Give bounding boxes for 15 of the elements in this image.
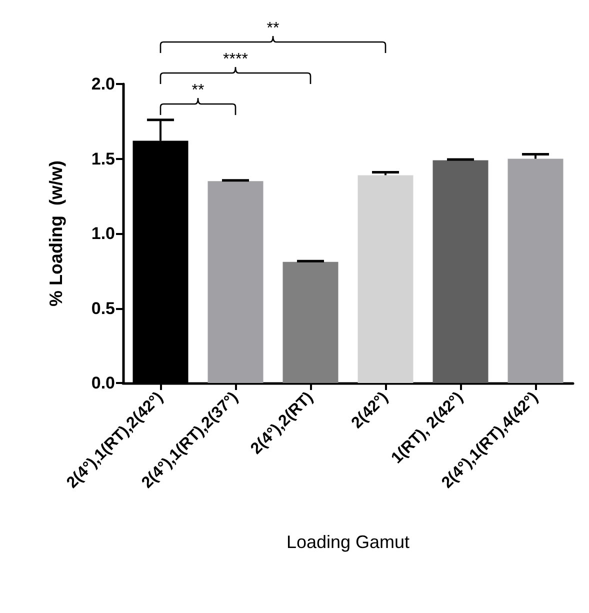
bar <box>508 158 564 383</box>
bar <box>432 160 488 383</box>
y-tick-label: 0.5 <box>91 298 115 318</box>
bar <box>358 175 414 383</box>
bar <box>208 181 264 383</box>
text: ** <box>266 20 280 37</box>
y-tick-label: 0.0 <box>91 374 115 392</box>
annotation: ** <box>192 82 204 99</box>
x-axis-title: Loading Gamut <box>286 532 410 552</box>
y-tick-label: 1.0 <box>91 224 115 243</box>
text: **** <box>223 51 248 68</box>
y-tick-label: 2.0 <box>91 74 115 94</box>
y-tick-label: 1.5 <box>91 149 115 168</box>
y-axis-title: % Loading (w/w) <box>46 160 66 306</box>
bar <box>282 262 338 383</box>
